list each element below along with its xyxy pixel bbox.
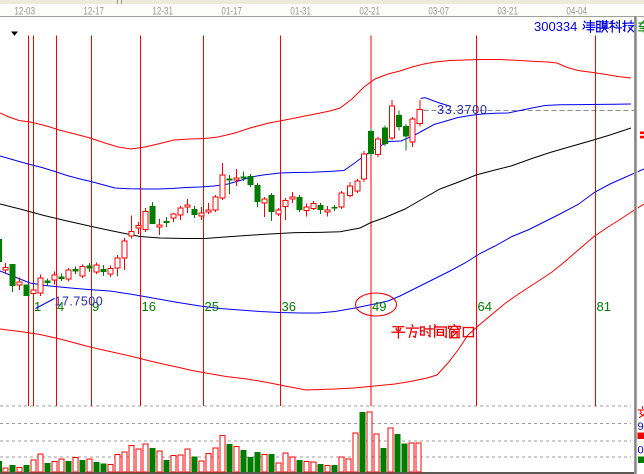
svg-text:49: 49 <box>372 299 386 314</box>
svg-text:12-31: 12-31 <box>152 5 173 17</box>
svg-text:81: 81 <box>597 299 611 314</box>
svg-text:03-21: 03-21 <box>497 5 518 17</box>
svg-text:9: 9 <box>638 421 644 433</box>
svg-text:04-04: 04-04 <box>566 5 587 17</box>
svg-text:33.3700: 33.3700 <box>437 103 488 117</box>
svg-text:1: 1 <box>34 299 41 314</box>
svg-text:01-17: 01-17 <box>221 5 242 17</box>
svg-text:36: 36 <box>282 299 296 314</box>
svg-text:300334: 300334 <box>534 19 577 34</box>
svg-text:03-07: 03-07 <box>428 5 449 17</box>
svg-text:0: 0 <box>638 445 644 457</box>
svg-text:64: 64 <box>478 299 492 314</box>
svg-text:16: 16 <box>142 299 156 314</box>
svg-text:01-31: 01-31 <box>290 5 311 17</box>
svg-text:12-17: 12-17 <box>83 5 104 17</box>
svg-text:12-03: 12-03 <box>14 5 35 17</box>
svg-text:02-21: 02-21 <box>359 5 380 17</box>
svg-text:17.7500: 17.7500 <box>55 294 104 308</box>
svg-text:4: 4 <box>57 299 64 314</box>
svg-text:9: 9 <box>92 299 99 314</box>
svg-text:25: 25 <box>205 299 219 314</box>
